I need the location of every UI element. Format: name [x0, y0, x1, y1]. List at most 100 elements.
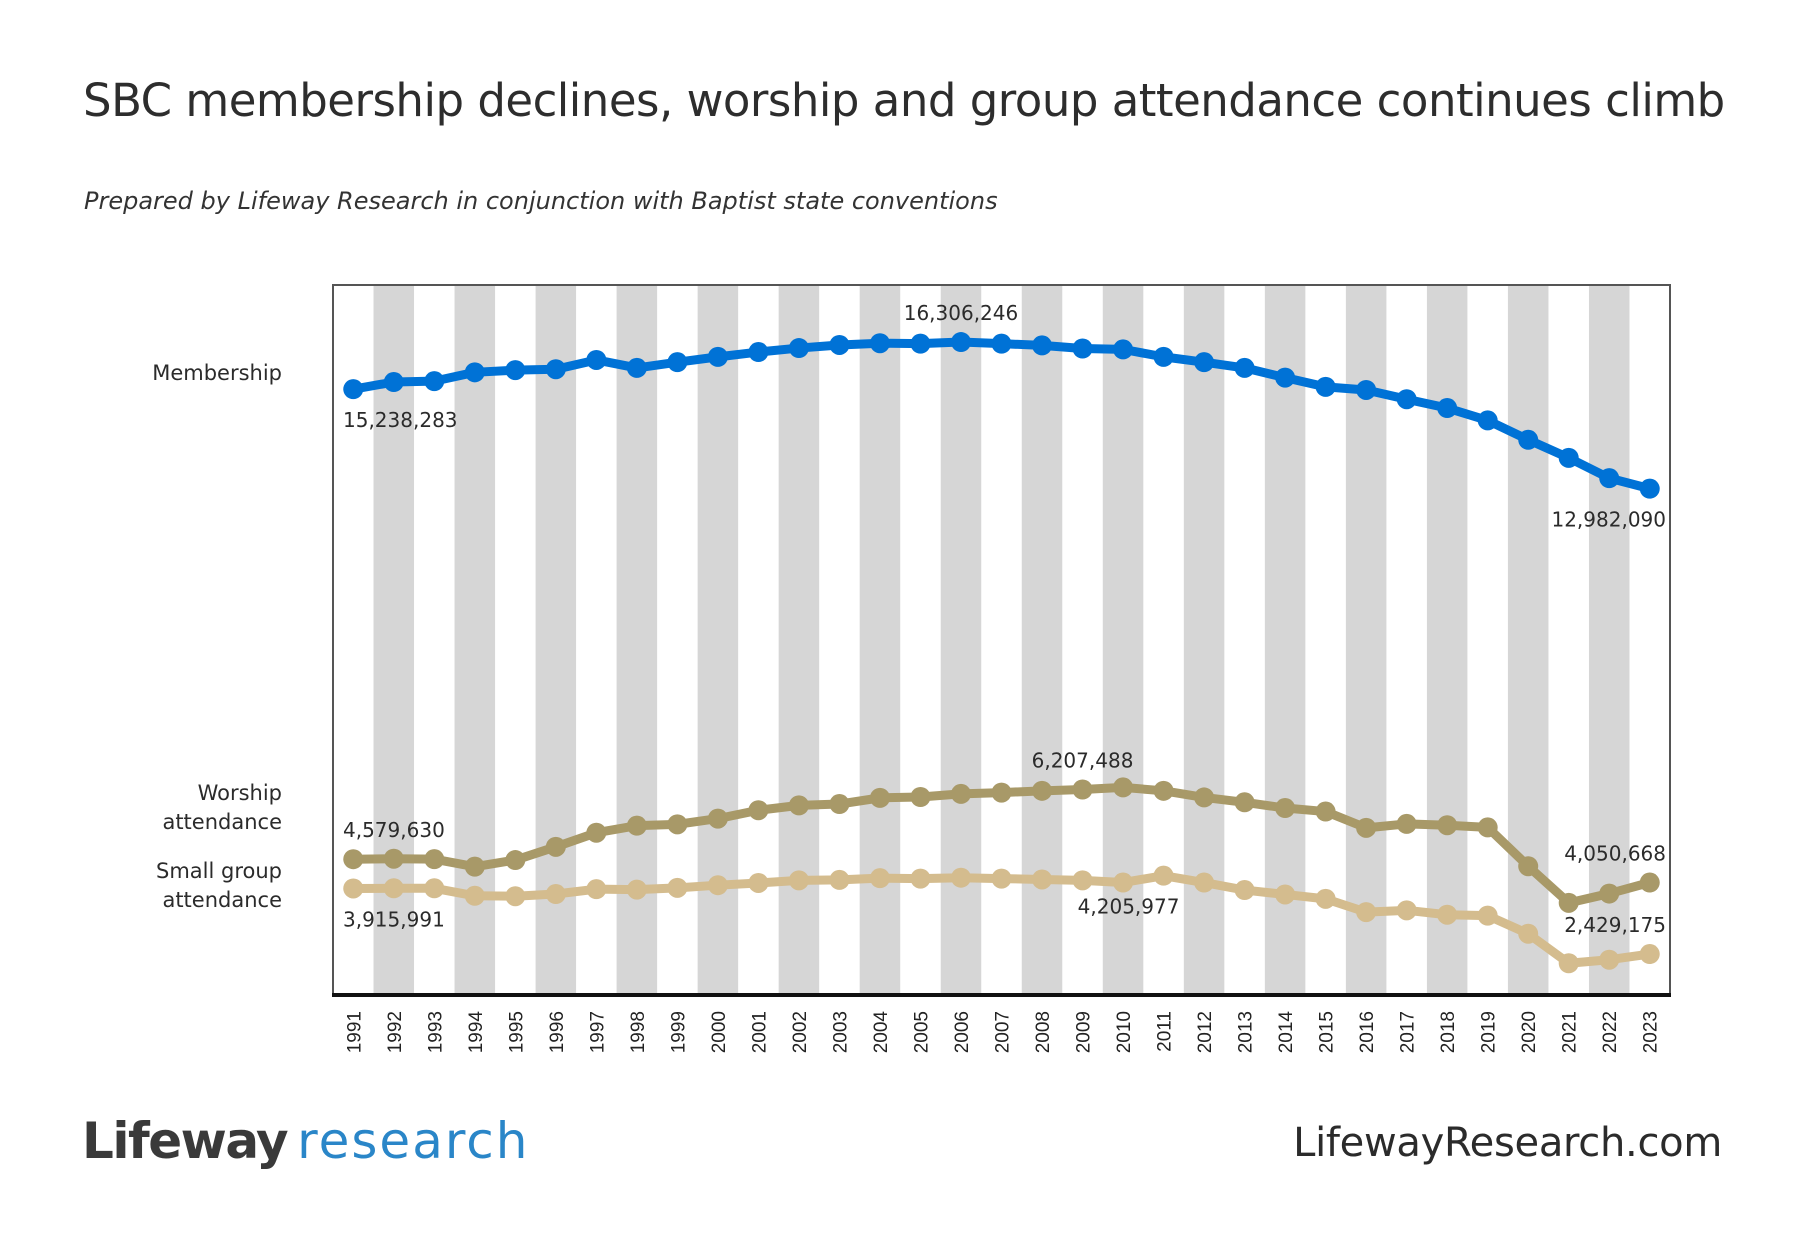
point-membership-1992	[383, 372, 404, 393]
x-tick-2004: 2004	[871, 1011, 892, 1054]
x-tick-2018: 2018	[1438, 1011, 1459, 1053]
point-membership-2015	[1315, 376, 1336, 397]
point-small-group-attendance-2019	[1477, 905, 1498, 926]
point-worship-attendance-2014	[1275, 798, 1296, 819]
point-worship-attendance-2004	[869, 787, 890, 808]
point-small-group-attendance-2008	[1032, 869, 1053, 890]
point-worship-attendance-1994	[464, 856, 485, 877]
point-membership-2014	[1275, 367, 1296, 388]
point-worship-attendance-1999	[667, 814, 688, 835]
year-band-2020	[1507, 285, 1549, 995]
series-membership	[343, 332, 1660, 499]
data-label-small-group-attendance-1991: 3,915,991	[343, 907, 445, 931]
series-label-small-group-attendance: attendance	[162, 888, 282, 912]
x-tick-1995: 1995	[506, 1011, 527, 1053]
point-membership-2007	[991, 333, 1012, 354]
year-band-1992	[373, 285, 415, 995]
point-worship-attendance-2016	[1356, 817, 1377, 838]
point-worship-attendance-2009	[1072, 779, 1093, 800]
point-worship-attendance-1991	[343, 849, 364, 870]
point-small-group-attendance-2001	[748, 872, 769, 893]
point-membership-2004	[869, 333, 890, 354]
point-worship-attendance-1998	[626, 815, 647, 836]
data-label-worship-attendance-1991: 4,579,630	[343, 818, 445, 842]
point-worship-attendance-2002	[788, 795, 809, 816]
point-small-group-attendance-2007	[991, 868, 1012, 889]
point-worship-attendance-2021	[1558, 892, 1579, 913]
point-small-group-attendance-2002	[788, 870, 809, 891]
chart-subtitle: Prepared by Lifeway Research in conjunct…	[84, 187, 998, 215]
point-membership-2021	[1558, 447, 1579, 468]
point-small-group-attendance-1992	[383, 878, 404, 899]
point-membership-1991	[343, 379, 364, 400]
data-label-worship-attendance-2023: 4,050,668	[1564, 842, 1666, 866]
point-worship-attendance-2001	[748, 800, 769, 821]
point-small-group-attendance-2003	[829, 869, 850, 890]
point-small-group-attendance-1995	[505, 886, 526, 907]
x-tick-2006: 2006	[952, 1011, 973, 1053]
series-worship-attendance	[343, 777, 1660, 913]
x-tick-2011: 2011	[1155, 1011, 1176, 1052]
point-membership-1996	[545, 359, 566, 380]
chart-title: SBC membership declines, worship and gro…	[83, 74, 1725, 127]
year-band-1998	[616, 285, 658, 995]
data-label-membership-1991: 15,238,283	[343, 408, 458, 432]
data-label-worship-attendance-2009: 6,207,488	[1032, 748, 1134, 772]
point-worship-attendance-2000	[707, 808, 728, 829]
point-membership-1998	[626, 357, 647, 378]
series-label-small-group-attendance: Small group	[156, 859, 282, 883]
point-worship-attendance-1996	[545, 836, 566, 857]
x-tick-2016: 2016	[1357, 1011, 1378, 1053]
point-worship-attendance-2010	[1113, 777, 1134, 798]
point-worship-attendance-1997	[586, 822, 607, 843]
point-small-group-attendance-1997	[586, 879, 607, 900]
point-small-group-attendance-2014	[1275, 884, 1296, 905]
x-tick-2003: 2003	[830, 1011, 851, 1053]
point-worship-attendance-2005	[910, 786, 931, 807]
x-tick-1992: 1992	[385, 1011, 406, 1053]
point-small-group-attendance-2017	[1396, 900, 1417, 921]
x-tick-1993: 1993	[425, 1011, 446, 1053]
x-tick-2007: 2007	[993, 1011, 1014, 1053]
data-label-membership-2023: 12,982,090	[1551, 508, 1666, 532]
point-membership-2001	[748, 342, 769, 363]
x-tick-1997: 1997	[587, 1011, 608, 1053]
series-label-worship-attendance: Worship	[198, 781, 282, 805]
point-worship-attendance-2019	[1477, 817, 1498, 838]
point-membership-1997	[586, 349, 607, 370]
year-band-2014	[1264, 285, 1306, 995]
x-tick-2017: 2017	[1398, 1011, 1419, 1053]
x-tick-2000: 2000	[709, 1011, 730, 1053]
x-tick-2001: 2001	[749, 1011, 770, 1053]
point-membership-2020	[1518, 429, 1539, 450]
point-worship-attendance-1992	[383, 848, 404, 869]
point-membership-2005	[910, 333, 931, 354]
point-small-group-attendance-2016	[1356, 902, 1377, 923]
x-tick-2012: 2012	[1195, 1011, 1216, 1053]
x-tick-2008: 2008	[1033, 1011, 1054, 1053]
point-small-group-attendance-2018	[1437, 904, 1458, 925]
data-label-small-group-attendance-2023: 2,429,175	[1564, 913, 1666, 937]
point-small-group-attendance-2010	[1113, 872, 1134, 893]
point-small-group-attendance-1991	[343, 878, 364, 899]
point-membership-2017	[1396, 389, 1417, 410]
x-tick-1999: 1999	[668, 1011, 689, 1053]
point-small-group-attendance-1996	[545, 884, 566, 905]
point-membership-2002	[788, 338, 809, 359]
series-label-membership: Membership	[152, 361, 282, 385]
year-band-1996	[535, 285, 577, 995]
point-small-group-attendance-2012	[1194, 872, 1215, 893]
x-tick-2010: 2010	[1114, 1011, 1135, 1053]
series-lines	[343, 332, 1660, 974]
point-membership-2018	[1437, 398, 1458, 419]
year-band-2004	[859, 285, 901, 995]
x-tick-2015: 2015	[1317, 1011, 1338, 1053]
data-labels: 15,238,283 16,306,246 12,982,090 4,579,630 6…	[343, 301, 1666, 937]
point-worship-attendance-2007	[991, 782, 1012, 803]
point-small-group-attendance-2009	[1072, 870, 1093, 891]
point-small-group-attendance-2004	[869, 868, 890, 889]
point-worship-attendance-2020	[1518, 856, 1539, 877]
point-small-group-attendance-1999	[667, 877, 688, 898]
year-band-2018	[1426, 285, 1468, 995]
point-membership-2010	[1113, 339, 1134, 360]
